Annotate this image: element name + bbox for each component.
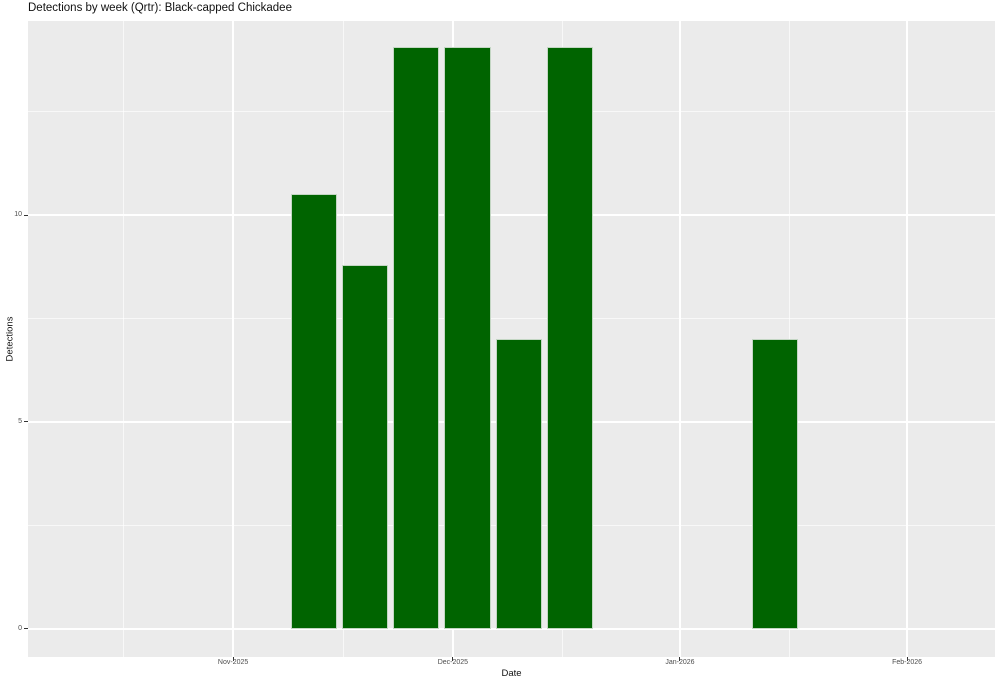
x-tick-label: Nov-2025: [217, 658, 249, 666]
x-tick-label: Feb-2026: [892, 658, 923, 666]
bar: [341, 264, 389, 629]
bar: [290, 194, 337, 629]
y-gridline-minor: [28, 318, 995, 320]
y-gridline-minor: [28, 111, 995, 113]
bar: [752, 339, 799, 629]
bar: [393, 47, 440, 629]
bar: [495, 339, 542, 629]
y-tick-mark: [24, 214, 28, 216]
x-tick-mark: [232, 657, 234, 661]
y-tick-label: 0: [18, 624, 22, 632]
x-axis-title: Date: [501, 668, 522, 679]
x-gridline-minor: [789, 21, 791, 657]
y-tick-label: 5: [18, 417, 22, 425]
plot-panel: [28, 21, 995, 657]
x-tick-mark: [679, 657, 681, 661]
x-tick-label: Jan-2026: [665, 658, 695, 666]
y-gridline-major: [28, 627, 995, 630]
bar: [444, 47, 491, 629]
y-tick-mark: [24, 628, 28, 630]
y-tick-label: 10: [14, 211, 22, 219]
x-tick-mark: [906, 657, 908, 661]
x-tick-mark: [452, 657, 454, 661]
x-gridline-major: [232, 21, 235, 657]
bar: [547, 47, 594, 629]
x-gridline-major: [906, 21, 909, 657]
x-gridline-major: [678, 21, 681, 657]
y-tick-mark: [24, 421, 28, 423]
y-gridline-major: [28, 214, 995, 217]
chart-title: Detections by week (Qrtr): Black-capped …: [28, 2, 292, 14]
y-axis-title: Detections: [4, 316, 16, 362]
x-gridline-minor: [122, 21, 124, 657]
x-tick-label: Dec-2025: [437, 658, 469, 666]
